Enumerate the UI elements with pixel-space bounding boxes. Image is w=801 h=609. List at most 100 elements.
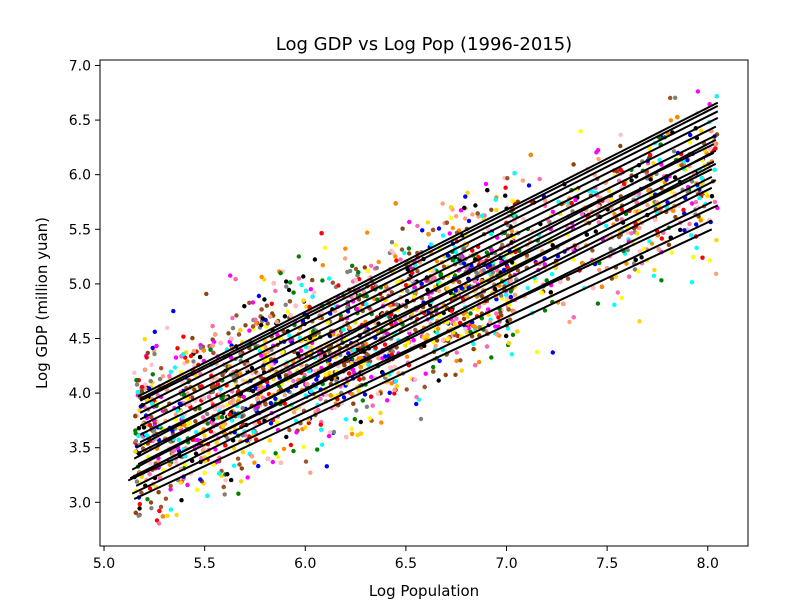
data-point	[304, 304, 309, 309]
data-point	[331, 429, 337, 435]
data-point	[192, 387, 197, 392]
data-point	[134, 382, 140, 387]
data-point	[182, 462, 187, 468]
data-point	[411, 338, 416, 343]
data-point	[431, 369, 436, 374]
data-point	[139, 389, 145, 394]
data-point	[214, 440, 219, 445]
data-point	[253, 386, 258, 391]
data-point	[506, 307, 511, 312]
data-point	[452, 322, 457, 327]
data-point	[303, 288, 309, 294]
fit-line	[139, 105, 719, 400]
data-point	[134, 378, 139, 383]
data-point	[476, 304, 482, 310]
data-point	[671, 149, 677, 154]
data-point	[328, 430, 333, 435]
data-point	[175, 346, 180, 351]
data-point	[454, 214, 459, 219]
data-point	[426, 232, 431, 237]
data-point	[314, 377, 319, 382]
data-point	[211, 462, 216, 467]
data-point	[694, 245, 699, 250]
data-point	[382, 342, 388, 347]
data-point	[301, 274, 306, 279]
data-point	[149, 362, 154, 367]
data-point	[507, 317, 513, 322]
data-point	[188, 353, 194, 359]
y-tick-label: 6.5	[69, 113, 91, 129]
data-point	[389, 240, 395, 245]
data-point	[308, 287, 313, 292]
data-point	[342, 363, 347, 368]
data-point	[226, 331, 231, 336]
data-point	[594, 150, 599, 155]
data-point	[185, 359, 190, 364]
data-point	[269, 362, 274, 368]
data-point	[210, 343, 215, 348]
data-point	[580, 212, 585, 217]
data-point	[261, 366, 266, 371]
data-point	[326, 276, 332, 281]
data-point	[202, 470, 207, 476]
data-point	[567, 319, 572, 325]
data-point	[618, 167, 623, 172]
data-point	[318, 396, 323, 402]
data-point	[136, 513, 141, 518]
data-point	[425, 220, 431, 225]
x-tick-label: 5.5	[194, 556, 216, 572]
y-tick-label: 3.0	[69, 495, 91, 511]
data-point	[156, 490, 161, 495]
data-point	[145, 350, 150, 356]
data-point	[604, 223, 609, 228]
data-point	[366, 362, 371, 367]
fit-line	[127, 204, 719, 482]
fit-line	[139, 110, 719, 402]
data-point	[251, 429, 256, 435]
data-point	[364, 294, 369, 299]
data-point	[713, 271, 719, 276]
data-point	[390, 349, 395, 354]
data-point	[160, 374, 166, 379]
data-point	[174, 512, 179, 518]
data-point	[405, 340, 411, 345]
data-point	[400, 226, 405, 231]
data-point	[590, 189, 595, 194]
data-point	[494, 311, 499, 316]
data-point	[394, 302, 399, 307]
data-point	[268, 314, 273, 319]
data-point	[512, 220, 517, 225]
data-point	[432, 275, 437, 281]
data-point	[542, 308, 548, 313]
data-point	[539, 290, 544, 295]
data-point	[216, 415, 221, 420]
data-point	[163, 496, 169, 501]
data-point	[561, 301, 566, 307]
y-tick-label: 4.5	[69, 331, 91, 347]
data-point	[632, 267, 638, 272]
data-point	[392, 391, 397, 396]
data-point	[489, 207, 494, 212]
data-point	[173, 355, 179, 360]
data-point	[503, 193, 508, 198]
data-point	[625, 247, 630, 253]
data-point	[236, 332, 242, 337]
data-point	[571, 162, 576, 167]
data-point	[672, 175, 678, 180]
data-point	[629, 178, 634, 183]
data-point	[431, 364, 436, 370]
data-point	[157, 376, 163, 382]
data-point	[415, 223, 420, 229]
fit-line	[139, 125, 717, 414]
data-point	[349, 431, 355, 437]
data-point	[291, 290, 296, 295]
y-tick-label: 6.0	[69, 168, 91, 184]
data-point	[255, 397, 260, 402]
data-point	[687, 221, 692, 227]
data-point	[444, 220, 449, 225]
data-point	[489, 231, 494, 237]
data-point	[495, 268, 500, 273]
data-point	[544, 278, 549, 283]
data-point	[365, 230, 370, 235]
